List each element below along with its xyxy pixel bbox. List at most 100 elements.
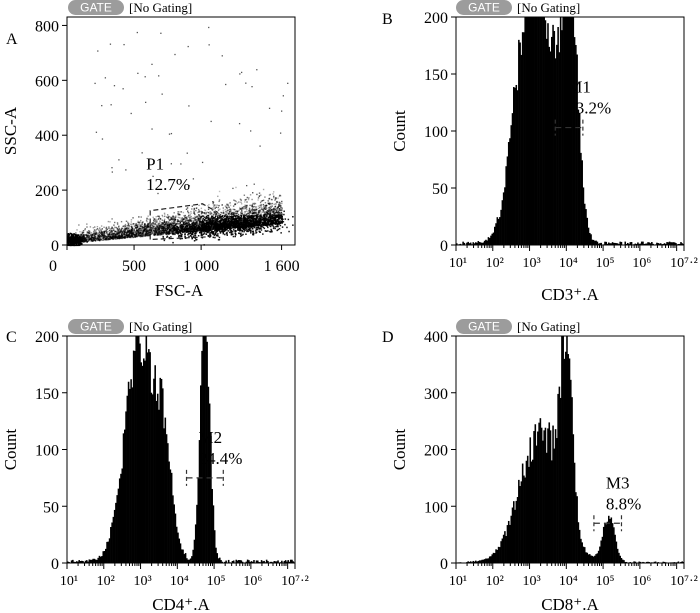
scatter-point	[132, 217, 134, 219]
scatter-point	[137, 224, 139, 226]
scatter-point	[89, 240, 92, 242]
scatter-point	[124, 231, 126, 234]
scatter-point	[228, 223, 230, 225]
scatter-point	[146, 234, 149, 236]
scatter-point	[151, 232, 153, 235]
scatter-point	[108, 227, 110, 229]
scatter-point	[141, 233, 143, 236]
scatter-point	[270, 219, 272, 222]
scatter-point	[127, 223, 130, 226]
scatter-point	[136, 226, 139, 228]
scatter-point	[135, 224, 138, 227]
scatter-point	[146, 224, 148, 226]
scatter-point	[178, 234, 181, 237]
scatter-point	[241, 226, 244, 228]
scatter-point	[177, 232, 179, 235]
scatter-point	[218, 224, 221, 227]
scatter-point	[265, 212, 267, 214]
scatter-point	[209, 223, 211, 225]
scatter-point	[116, 233, 118, 235]
scatter-point	[132, 234, 134, 236]
scatter-point	[126, 231, 128, 233]
scatter-point	[103, 235, 105, 238]
scatter-point	[279, 221, 281, 223]
scatter-point	[166, 236, 168, 238]
scatter-point	[103, 232, 105, 234]
scatter-point	[79, 235, 82, 238]
scatter-point	[269, 207, 272, 210]
scatter-point	[99, 231, 102, 234]
scatter-point	[255, 231, 258, 234]
scatter-point	[222, 225, 224, 228]
scatter-point	[252, 219, 254, 221]
scatter-point	[156, 230, 158, 232]
scatter-point	[259, 206, 261, 209]
scatter-point	[192, 229, 195, 232]
scatter-point	[165, 225, 167, 228]
scatter-point	[227, 213, 229, 215]
scatter-point	[102, 238, 104, 240]
scatter-point	[260, 205, 262, 207]
scatter-point	[177, 221, 179, 223]
scatter-point	[97, 239, 100, 241]
scatter-point	[169, 216, 171, 218]
scatter-point	[251, 222, 254, 224]
scatter-point	[219, 226, 221, 228]
scatter-point	[89, 232, 91, 235]
scatter-point	[246, 196, 249, 199]
scatter-point	[157, 223, 159, 226]
scatter-point	[162, 233, 164, 235]
scatter-point	[140, 229, 142, 232]
scatter-point	[179, 221, 182, 224]
scatter-point	[165, 231, 168, 234]
scatter-point	[145, 229, 148, 232]
scatter-point	[144, 228, 146, 230]
scatter-point	[207, 208, 210, 211]
scatter-point	[240, 217, 242, 219]
scatter-point	[201, 223, 203, 225]
scatter-point	[247, 224, 249, 226]
scatter-point	[140, 235, 143, 238]
scatter-point	[269, 219, 271, 222]
scatter-point	[254, 210, 256, 212]
scatter-point	[259, 218, 262, 221]
scatter-point	[182, 222, 185, 225]
scatter-point	[178, 236, 180, 238]
scatter-point	[87, 231, 90, 234]
scatter-point	[164, 221, 166, 224]
scatter-point	[227, 205, 229, 207]
scatter-point	[94, 238, 97, 241]
scatter-point	[94, 229, 96, 232]
scatter-point	[164, 233, 167, 235]
scatter-point	[224, 214, 226, 216]
scatter-point	[223, 215, 226, 218]
scatter-point	[198, 210, 200, 212]
scatter-point	[118, 228, 121, 230]
scatter-point	[85, 238, 87, 240]
scatter-point	[258, 210, 261, 213]
scatter-point	[216, 224, 219, 227]
scatter-point	[233, 225, 235, 228]
scatter-point	[272, 208, 275, 210]
scatter-point	[146, 229, 149, 231]
scatter-point	[158, 215, 160, 217]
scatter-point	[263, 218, 266, 220]
scatter-point	[211, 212, 213, 215]
scatter-point	[198, 231, 201, 234]
scatter-point	[241, 221, 244, 223]
scatter-point	[179, 227, 181, 230]
scatter-point	[187, 226, 189, 229]
scatter-point	[95, 237, 97, 239]
scatter-point	[192, 219, 194, 222]
scatter-point	[119, 236, 121, 239]
scatter-point	[90, 239, 92, 242]
scatter-point	[184, 233, 186, 235]
scatter-point	[255, 228, 257, 230]
scatter-point	[245, 218, 247, 220]
scatter-point	[89, 230, 91, 233]
scatter-point	[107, 230, 110, 233]
scatter-point	[277, 212, 279, 214]
scatter-point	[155, 221, 157, 224]
scatter-point	[254, 230, 257, 232]
scatter-point	[82, 236, 84, 239]
